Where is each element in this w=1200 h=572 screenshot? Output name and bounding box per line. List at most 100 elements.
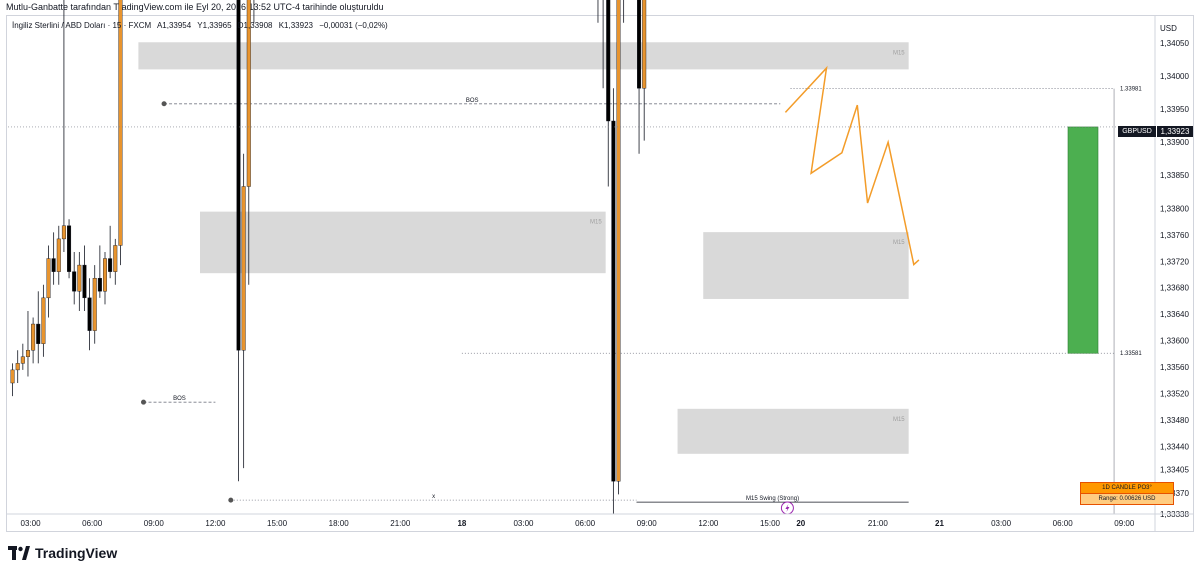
- tradingview-brand: TradingView: [35, 545, 118, 561]
- candle-body: [87, 297, 92, 331]
- candle-body: [642, 0, 647, 89]
- candle-body: [41, 297, 46, 344]
- candle-body: [72, 271, 77, 292]
- x-tick-label: 12:00: [205, 519, 226, 528]
- x-tick-label: 18: [457, 519, 466, 528]
- ohlc-change: −0,00031 (−0,02%): [319, 21, 388, 30]
- candle-body: [15, 363, 20, 371]
- y-tick-label: 1,33480: [1160, 416, 1189, 425]
- y-tick-label: 1,33760: [1160, 231, 1189, 240]
- fvg-zone-1: [200, 211, 606, 274]
- y-tick-label: 1,33600: [1160, 337, 1189, 346]
- level-label-1: BOS: [173, 396, 186, 402]
- x-tick-label: 06:00: [82, 519, 103, 528]
- candle-body: [20, 356, 25, 364]
- y-tick-label: 1,33370: [1160, 489, 1189, 498]
- x-tick-label: 21: [935, 519, 944, 528]
- level-label-3: M15 Swing (Strong): [746, 496, 799, 502]
- candle-body: [25, 350, 30, 357]
- candle-body: [77, 264, 82, 292]
- level-label-5: 1.33581: [1120, 351, 1142, 357]
- y-tick-label: 1,34050: [1160, 39, 1189, 48]
- x-tick-label: 09:00: [144, 519, 165, 528]
- zone-label: M15: [893, 50, 905, 56]
- candle-body: [97, 277, 102, 292]
- y-tick-label: 1,33520: [1160, 390, 1189, 399]
- x-tick-label: 21:00: [868, 519, 889, 528]
- currency-label[interactable]: USD: [1160, 24, 1177, 33]
- y-tick-label: 1,33640: [1160, 310, 1189, 319]
- y-tick-label: 1,33800: [1160, 204, 1189, 213]
- ohlc-high: Y1,33965: [197, 21, 232, 30]
- candle-body: [56, 238, 61, 272]
- candle-body: [108, 258, 113, 272]
- symbol-title: İngiliz Sterlini / ABD Doları · 15 · FXC…: [12, 21, 152, 30]
- candle-body: [616, 0, 621, 482]
- zone-label: M15: [893, 240, 905, 246]
- candle-body: [92, 277, 97, 331]
- x-tick-label: 06:00: [1053, 519, 1074, 528]
- x-tick-label: 18:00: [329, 519, 350, 528]
- x-tick-label: 15:00: [267, 519, 288, 528]
- zone-label: M15: [893, 417, 905, 423]
- ohlc-open: A1,33954: [156, 21, 192, 30]
- candle-body: [36, 323, 41, 344]
- x-tick-label: 12:00: [698, 519, 719, 528]
- fvg-zone-3: [677, 408, 909, 454]
- candle-body: [113, 245, 118, 272]
- x-tick-label: 21:00: [390, 519, 411, 528]
- candle-body: [246, 0, 251, 187]
- candle-body: [637, 0, 642, 89]
- po3-label-box: 1D CANDLE PO3° Range: 0.00626 USD: [1080, 482, 1174, 505]
- y-tick-label: 1,33405: [1160, 466, 1189, 475]
- candle-body: [51, 258, 56, 272]
- swing-point: [141, 399, 147, 405]
- candle-body: [118, 0, 123, 246]
- candle-body: [236, 0, 241, 351]
- candle-body: [46, 258, 51, 299]
- y-tick-label: 1,33900: [1160, 138, 1189, 147]
- y-tick-label: 1,33680: [1160, 284, 1189, 293]
- po3-title: 1D CANDLE PO3°: [1080, 482, 1174, 494]
- candle-body: [606, 0, 611, 122]
- candle-body: [241, 186, 246, 351]
- y-tick-label: 1,33850: [1160, 171, 1189, 180]
- candle-body: [31, 323, 36, 351]
- tradingview-logo-icon: [8, 546, 30, 560]
- candle-body: [103, 258, 107, 292]
- po3-range: Range: 0.00626 USD: [1080, 494, 1174, 505]
- lightning-icon: [785, 504, 790, 512]
- x-tick-label: 09:00: [1114, 519, 1135, 528]
- zone-label: M15: [590, 220, 602, 226]
- y-tick-label: 1,33950: [1160, 105, 1189, 114]
- chart-legend: İngiliz Sterlini / ABD Doları · 15 · FXC…: [12, 21, 392, 30]
- candle-body: [10, 369, 15, 384]
- x-tick-label: 03:00: [991, 519, 1012, 528]
- candle-body: [82, 264, 87, 299]
- fvg-zone-2: [703, 232, 909, 299]
- candle-body: [611, 120, 616, 482]
- tradingview-logo[interactable]: TradingView: [8, 544, 117, 562]
- chart-header: Mutlu-Ganbatte tarafından TradingView.co…: [6, 2, 384, 12]
- y-tick-label: 1,33720: [1160, 257, 1189, 266]
- last-price-tag: 1,33923: [1157, 126, 1193, 137]
- candle-body: [67, 225, 72, 272]
- symbol-price-tag: GBPUSD: [1118, 126, 1156, 137]
- x-tick-label: 06:00: [575, 519, 596, 528]
- x-tick-label: 03:00: [21, 519, 42, 528]
- chart-frame: [6, 15, 1194, 532]
- y-tick-label: 1,33440: [1160, 443, 1189, 452]
- ohlc-close: K1,33923: [278, 21, 313, 30]
- ohlc-low: D1,33908: [237, 21, 273, 30]
- swing-point: [161, 101, 167, 107]
- fvg-zone-0: [138, 42, 909, 70]
- x-tick-label: 09:00: [637, 519, 658, 528]
- x-tick-label: 03:00: [513, 519, 534, 528]
- x-tick-label: 20: [796, 519, 805, 528]
- level-label-2: x: [432, 494, 435, 500]
- y-tick-label: 1,34000: [1160, 72, 1189, 81]
- swing-point: [228, 497, 234, 503]
- candle-body: [61, 225, 66, 240]
- projection-path: [784, 65, 920, 266]
